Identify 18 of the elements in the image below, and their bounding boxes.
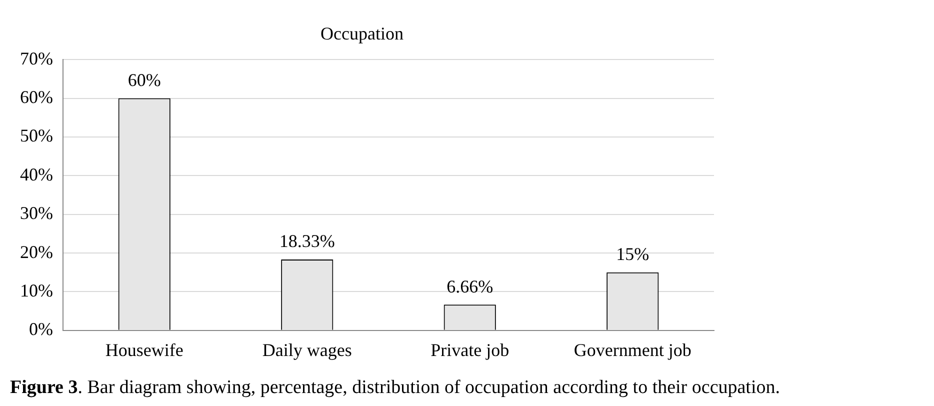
x-tick-label: Government job: [574, 340, 692, 360]
data-label: 60%: [128, 70, 161, 90]
y-tick-label: 50%: [20, 126, 53, 146]
caption: Figure 3. Bar diagram showing, percentage, distribution of occupation according to their occupation.: [10, 377, 780, 399]
y-tick-label: 30%: [20, 203, 53, 224]
x-tick-label: Private job: [430, 340, 510, 360]
y-tick-label: 0%: [28, 319, 53, 340]
x-tick-label: Housewife: [105, 340, 184, 360]
y-tick-label: 10%: [20, 280, 53, 300]
y-tick-label: 70%: [20, 48, 53, 68]
data-label: 6.66%: [446, 276, 494, 296]
chart-title: Occupation: [320, 24, 404, 44]
data-label: 15%: [616, 244, 650, 264]
y-tick-label: 40%: [20, 164, 53, 184]
data-label: 18.33%: [279, 231, 335, 252]
x-tick-label: Daily wages: [262, 340, 352, 360]
y-tick-label: 20%: [20, 242, 53, 262]
y-tick-label: 60%: [20, 87, 53, 108]
